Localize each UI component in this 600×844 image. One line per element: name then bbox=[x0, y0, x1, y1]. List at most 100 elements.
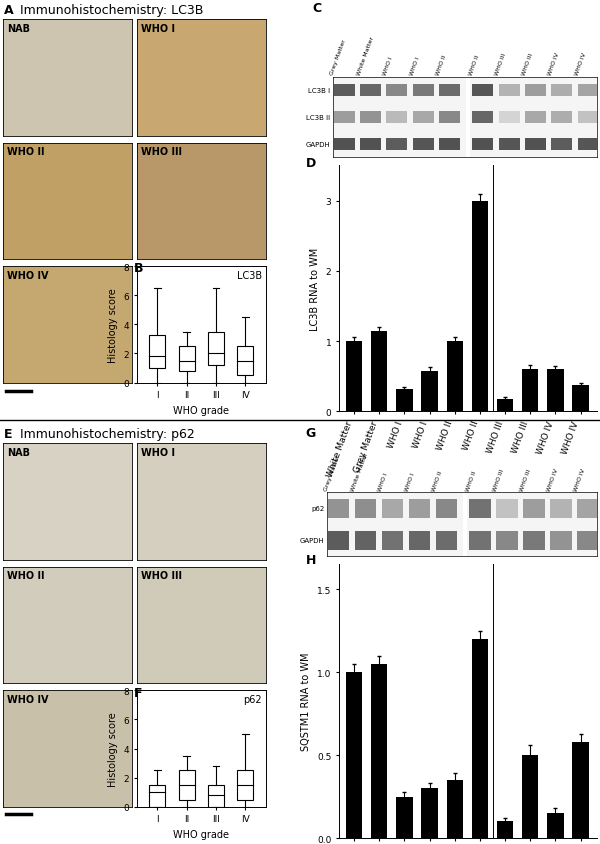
Bar bbox=[499, 138, 520, 150]
Y-axis label: LC3B RNA to WM: LC3B RNA to WM bbox=[310, 247, 320, 331]
Text: LC3B: LC3B bbox=[237, 270, 262, 280]
Text: G: G bbox=[305, 426, 316, 440]
Bar bbox=[551, 138, 572, 150]
Bar bbox=[149, 785, 166, 807]
Text: Grey Matter: Grey Matter bbox=[329, 39, 347, 76]
Bar bbox=[525, 85, 546, 97]
X-axis label: WHO grade: WHO grade bbox=[173, 829, 229, 839]
Bar bbox=[439, 111, 460, 124]
Bar bbox=[577, 500, 599, 518]
Bar bbox=[334, 85, 355, 97]
Bar bbox=[469, 531, 491, 550]
Bar bbox=[360, 111, 381, 124]
Bar bbox=[578, 138, 599, 150]
Text: p62: p62 bbox=[311, 506, 324, 511]
Text: White Matter: White Matter bbox=[350, 452, 370, 491]
Text: WHO IV: WHO IV bbox=[547, 468, 559, 491]
Text: White Matter: White Matter bbox=[356, 35, 375, 76]
Bar bbox=[328, 500, 349, 518]
Bar bbox=[523, 531, 545, 550]
Bar bbox=[237, 771, 253, 799]
Text: WHO II: WHO II bbox=[435, 54, 448, 76]
Text: A: A bbox=[4, 4, 14, 17]
Bar bbox=[550, 500, 572, 518]
Bar bbox=[382, 531, 403, 550]
Bar bbox=[346, 673, 362, 838]
Bar bbox=[371, 331, 388, 412]
Text: WHO II: WHO II bbox=[466, 469, 478, 491]
Text: D: D bbox=[305, 156, 316, 170]
Text: WHO II: WHO II bbox=[468, 54, 481, 76]
X-axis label: WHO grade: WHO grade bbox=[173, 405, 229, 415]
Text: LC3B I: LC3B I bbox=[308, 88, 331, 94]
Y-axis label: Histology score: Histology score bbox=[108, 288, 118, 362]
Bar bbox=[547, 370, 563, 412]
Bar bbox=[334, 138, 355, 150]
Bar bbox=[382, 500, 403, 518]
Bar bbox=[409, 500, 430, 518]
Text: WHO III: WHO III bbox=[520, 468, 532, 491]
Bar bbox=[328, 531, 349, 550]
Bar bbox=[386, 138, 407, 150]
Y-axis label: SQSTM1 RNA to WM: SQSTM1 RNA to WM bbox=[301, 652, 311, 750]
Bar bbox=[572, 386, 589, 412]
Bar bbox=[547, 814, 563, 838]
Text: WHO III: WHO III bbox=[494, 52, 508, 76]
Bar bbox=[497, 821, 514, 838]
Bar bbox=[446, 780, 463, 838]
Text: WHO IV: WHO IV bbox=[7, 270, 49, 280]
Text: WHO II: WHO II bbox=[7, 571, 44, 581]
Bar bbox=[522, 755, 538, 838]
Text: WHO III: WHO III bbox=[493, 468, 505, 491]
Bar bbox=[386, 85, 407, 97]
Text: NAB: NAB bbox=[7, 24, 30, 34]
Bar bbox=[525, 138, 546, 150]
Bar bbox=[208, 785, 224, 807]
Bar bbox=[413, 138, 434, 150]
Bar bbox=[525, 111, 546, 124]
Text: B: B bbox=[134, 262, 144, 275]
Bar bbox=[551, 85, 572, 97]
Text: WHO IV: WHO IV bbox=[7, 694, 49, 704]
Text: Immunohistochemistry: LC3B: Immunohistochemistry: LC3B bbox=[20, 4, 203, 17]
Text: WHO I: WHO I bbox=[404, 472, 416, 491]
Bar bbox=[578, 85, 599, 97]
Bar bbox=[577, 531, 599, 550]
Bar bbox=[551, 111, 572, 124]
Text: Immunohistochemistry: p62: Immunohistochemistry: p62 bbox=[20, 428, 194, 441]
Bar bbox=[446, 342, 463, 412]
Text: WHO II: WHO II bbox=[431, 469, 444, 491]
Bar bbox=[497, 399, 514, 412]
Bar bbox=[371, 664, 388, 838]
Y-axis label: Histology score: Histology score bbox=[108, 711, 118, 786]
Text: WHO III: WHO III bbox=[140, 147, 182, 157]
Text: p62: p62 bbox=[244, 694, 262, 704]
Bar bbox=[346, 342, 362, 412]
Bar bbox=[572, 742, 589, 838]
Bar bbox=[522, 370, 538, 412]
Text: GAPDH: GAPDH bbox=[299, 538, 324, 544]
Text: WHO II: WHO II bbox=[7, 147, 44, 157]
Text: E: E bbox=[4, 428, 13, 441]
Bar bbox=[413, 111, 434, 124]
Bar bbox=[472, 639, 488, 838]
Text: WHO IV: WHO IV bbox=[547, 51, 560, 76]
Text: WHO I: WHO I bbox=[140, 24, 175, 34]
Bar bbox=[386, 111, 407, 124]
Bar bbox=[421, 371, 438, 412]
Text: WHO IV: WHO IV bbox=[574, 468, 586, 491]
Text: H: H bbox=[305, 554, 316, 566]
Bar bbox=[472, 138, 493, 150]
Bar bbox=[472, 111, 493, 124]
Bar bbox=[439, 85, 460, 97]
Bar bbox=[496, 500, 518, 518]
Bar bbox=[499, 111, 520, 124]
Bar bbox=[237, 347, 253, 376]
Bar bbox=[439, 138, 460, 150]
Text: WHO I: WHO I bbox=[409, 56, 420, 76]
Bar bbox=[396, 389, 413, 412]
Text: Grey Matter: Grey Matter bbox=[323, 454, 341, 491]
Text: F: F bbox=[134, 685, 143, 699]
Bar bbox=[421, 788, 438, 838]
Bar bbox=[499, 85, 520, 97]
